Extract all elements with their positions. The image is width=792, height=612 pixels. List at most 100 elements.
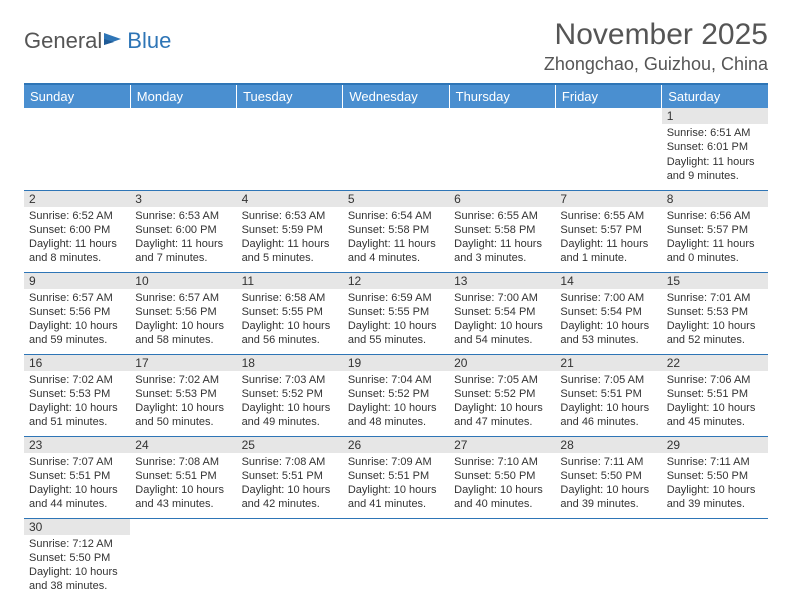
sunrise-text: Sunrise: 7:10 AM xyxy=(454,455,550,469)
sunset-text: Sunset: 5:50 PM xyxy=(667,469,763,483)
daylight-text: Daylight: 11 hours and 7 minutes. xyxy=(135,237,231,266)
day-body: Sunrise: 7:03 AMSunset: 5:52 PMDaylight:… xyxy=(237,371,343,432)
sunrise-text: Sunrise: 7:07 AM xyxy=(29,455,125,469)
logo: General Blue xyxy=(24,28,171,54)
calendar-cell: 7Sunrise: 6:55 AMSunset: 5:57 PMDaylight… xyxy=(555,190,661,272)
daylight-text: Daylight: 11 hours and 9 minutes. xyxy=(667,155,763,184)
calendar-week-row: 23Sunrise: 7:07 AMSunset: 5:51 PMDayligh… xyxy=(24,436,768,518)
day-body: Sunrise: 7:07 AMSunset: 5:51 PMDaylight:… xyxy=(24,453,130,514)
calendar-cell: 1Sunrise: 6:51 AMSunset: 6:01 PMDaylight… xyxy=(662,108,768,190)
day-number: 21 xyxy=(555,355,661,371)
day-number: 28 xyxy=(555,437,661,453)
daylight-text: Daylight: 10 hours and 53 minutes. xyxy=(560,319,656,348)
sunrise-text: Sunrise: 6:53 AM xyxy=(135,209,231,223)
calendar-cell xyxy=(449,518,555,600)
day-number: 25 xyxy=(237,437,343,453)
calendar-cell xyxy=(237,518,343,600)
daylight-text: Daylight: 10 hours and 49 minutes. xyxy=(242,401,338,430)
day-body: Sunrise: 6:57 AMSunset: 5:56 PMDaylight:… xyxy=(130,289,236,350)
daylight-text: Daylight: 10 hours and 52 minutes. xyxy=(667,319,763,348)
day-number: 10 xyxy=(130,273,236,289)
sunrise-text: Sunrise: 7:05 AM xyxy=(454,373,550,387)
calendar-cell: 5Sunrise: 6:54 AMSunset: 5:58 PMDaylight… xyxy=(343,190,449,272)
calendar-cell: 28Sunrise: 7:11 AMSunset: 5:50 PMDayligh… xyxy=(555,436,661,518)
day-number: 23 xyxy=(24,437,130,453)
calendar-cell xyxy=(237,108,343,190)
calendar-cell: 12Sunrise: 6:59 AMSunset: 5:55 PMDayligh… xyxy=(343,272,449,354)
daylight-text: Daylight: 10 hours and 45 minutes. xyxy=(667,401,763,430)
sunset-text: Sunset: 6:00 PM xyxy=(29,223,125,237)
sunset-text: Sunset: 5:57 PM xyxy=(560,223,656,237)
sunset-text: Sunset: 5:52 PM xyxy=(242,387,338,401)
sunset-text: Sunset: 5:50 PM xyxy=(29,551,125,565)
daylight-text: Daylight: 10 hours and 39 minutes. xyxy=(560,483,656,512)
day-number: 29 xyxy=(662,437,768,453)
sunset-text: Sunset: 5:54 PM xyxy=(560,305,656,319)
day-body: Sunrise: 7:11 AMSunset: 5:50 PMDaylight:… xyxy=(662,453,768,514)
day-body: Sunrise: 7:11 AMSunset: 5:50 PMDaylight:… xyxy=(555,453,661,514)
calendar-week-row: 1Sunrise: 6:51 AMSunset: 6:01 PMDaylight… xyxy=(24,108,768,190)
daylight-text: Daylight: 11 hours and 1 minute. xyxy=(560,237,656,266)
day-number: 18 xyxy=(237,355,343,371)
sunset-text: Sunset: 5:54 PM xyxy=(454,305,550,319)
sunset-text: Sunset: 6:01 PM xyxy=(667,140,763,154)
sunset-text: Sunset: 5:53 PM xyxy=(29,387,125,401)
calendar-cell: 6Sunrise: 6:55 AMSunset: 5:58 PMDaylight… xyxy=(449,190,555,272)
sunrise-text: Sunrise: 6:55 AM xyxy=(560,209,656,223)
calendar-cell: 22Sunrise: 7:06 AMSunset: 5:51 PMDayligh… xyxy=(662,354,768,436)
calendar-cell: 4Sunrise: 6:53 AMSunset: 5:59 PMDaylight… xyxy=(237,190,343,272)
sunset-text: Sunset: 6:00 PM xyxy=(135,223,231,237)
sunrise-text: Sunrise: 7:03 AM xyxy=(242,373,338,387)
calendar-cell: 30Sunrise: 7:12 AMSunset: 5:50 PMDayligh… xyxy=(24,518,130,600)
day-number: 12 xyxy=(343,273,449,289)
sunset-text: Sunset: 5:51 PM xyxy=(560,387,656,401)
day-number: 2 xyxy=(24,191,130,207)
calendar-cell: 21Sunrise: 7:05 AMSunset: 5:51 PMDayligh… xyxy=(555,354,661,436)
calendar-cell: 19Sunrise: 7:04 AMSunset: 5:52 PMDayligh… xyxy=(343,354,449,436)
calendar-cell xyxy=(130,518,236,600)
day-number: 27 xyxy=(449,437,555,453)
daylight-text: Daylight: 11 hours and 0 minutes. xyxy=(667,237,763,266)
calendar-cell xyxy=(343,518,449,600)
daylight-text: Daylight: 10 hours and 48 minutes. xyxy=(348,401,444,430)
sunset-text: Sunset: 5:58 PM xyxy=(454,223,550,237)
day-number: 7 xyxy=(555,191,661,207)
daylight-text: Daylight: 10 hours and 56 minutes. xyxy=(242,319,338,348)
sunset-text: Sunset: 5:51 PM xyxy=(135,469,231,483)
day-number: 20 xyxy=(449,355,555,371)
day-body: Sunrise: 7:06 AMSunset: 5:51 PMDaylight:… xyxy=(662,371,768,432)
daylight-text: Daylight: 10 hours and 58 minutes. xyxy=(135,319,231,348)
day-body: Sunrise: 6:55 AMSunset: 5:57 PMDaylight:… xyxy=(555,207,661,268)
daylight-text: Daylight: 10 hours and 51 minutes. xyxy=(29,401,125,430)
calendar-cell: 27Sunrise: 7:10 AMSunset: 5:50 PMDayligh… xyxy=(449,436,555,518)
sunrise-text: Sunrise: 7:00 AM xyxy=(454,291,550,305)
day-body: Sunrise: 6:56 AMSunset: 5:57 PMDaylight:… xyxy=(662,207,768,268)
title-block: November 2025 Zhongchao, Guizhou, China xyxy=(544,18,768,75)
calendar-cell: 24Sunrise: 7:08 AMSunset: 5:51 PMDayligh… xyxy=(130,436,236,518)
calendar-cell xyxy=(449,108,555,190)
day-number: 17 xyxy=(130,355,236,371)
sunrise-text: Sunrise: 6:52 AM xyxy=(29,209,125,223)
day-body: Sunrise: 7:01 AMSunset: 5:53 PMDaylight:… xyxy=(662,289,768,350)
sunset-text: Sunset: 5:50 PM xyxy=(560,469,656,483)
header: General Blue November 2025 Zhongchao, Gu… xyxy=(24,18,768,75)
daylight-text: Daylight: 11 hours and 8 minutes. xyxy=(29,237,125,266)
calendar-cell: 10Sunrise: 6:57 AMSunset: 5:56 PMDayligh… xyxy=(130,272,236,354)
sunset-text: Sunset: 5:59 PM xyxy=(242,223,338,237)
sunrise-text: Sunrise: 6:57 AM xyxy=(135,291,231,305)
daylight-text: Daylight: 10 hours and 42 minutes. xyxy=(242,483,338,512)
sunset-text: Sunset: 5:53 PM xyxy=(135,387,231,401)
calendar-cell: 8Sunrise: 6:56 AMSunset: 5:57 PMDaylight… xyxy=(662,190,768,272)
day-body: Sunrise: 6:54 AMSunset: 5:58 PMDaylight:… xyxy=(343,207,449,268)
sunset-text: Sunset: 5:56 PM xyxy=(29,305,125,319)
sunset-text: Sunset: 5:55 PM xyxy=(242,305,338,319)
day-body: Sunrise: 6:51 AMSunset: 6:01 PMDaylight:… xyxy=(662,124,768,185)
sunrise-text: Sunrise: 7:08 AM xyxy=(242,455,338,469)
calendar-week-row: 30Sunrise: 7:12 AMSunset: 5:50 PMDayligh… xyxy=(24,518,768,600)
daylight-text: Daylight: 10 hours and 54 minutes. xyxy=(454,319,550,348)
day-body: Sunrise: 7:00 AMSunset: 5:54 PMDaylight:… xyxy=(555,289,661,350)
calendar-week-row: 2Sunrise: 6:52 AMSunset: 6:00 PMDaylight… xyxy=(24,190,768,272)
calendar-cell: 9Sunrise: 6:57 AMSunset: 5:56 PMDaylight… xyxy=(24,272,130,354)
daylight-text: Daylight: 10 hours and 44 minutes. xyxy=(29,483,125,512)
day-number: 8 xyxy=(662,191,768,207)
